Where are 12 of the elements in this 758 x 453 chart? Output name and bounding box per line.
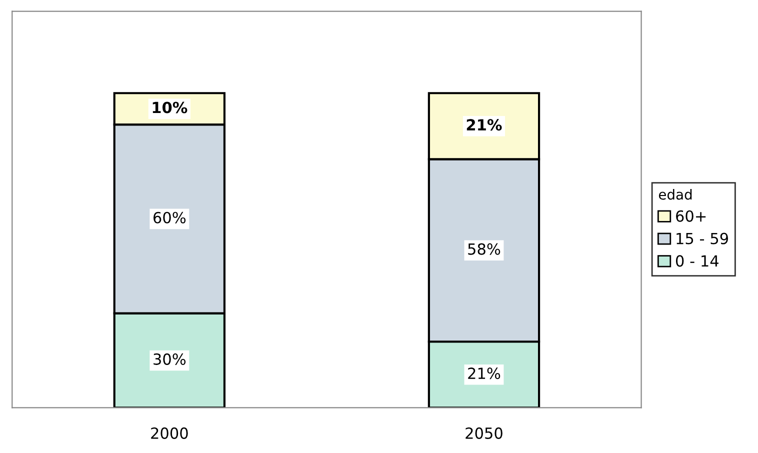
legend-title: edad [658, 188, 692, 200]
data-label: 21% [468, 368, 500, 380]
data-label: 10% [152, 102, 188, 114]
data-label: 58% [468, 243, 500, 255]
legend-label: 15 - 59 [676, 232, 728, 244]
legend-label: 0 - 14 [676, 255, 718, 267]
data-label: 60% [154, 212, 186, 224]
x-tick-label: 2000 [151, 427, 188, 439]
x-tick-label: 2050 [466, 427, 502, 439]
data-label: 30% [154, 353, 186, 365]
legend-label: 60+ [676, 210, 706, 222]
data-label: 21% [466, 119, 502, 131]
